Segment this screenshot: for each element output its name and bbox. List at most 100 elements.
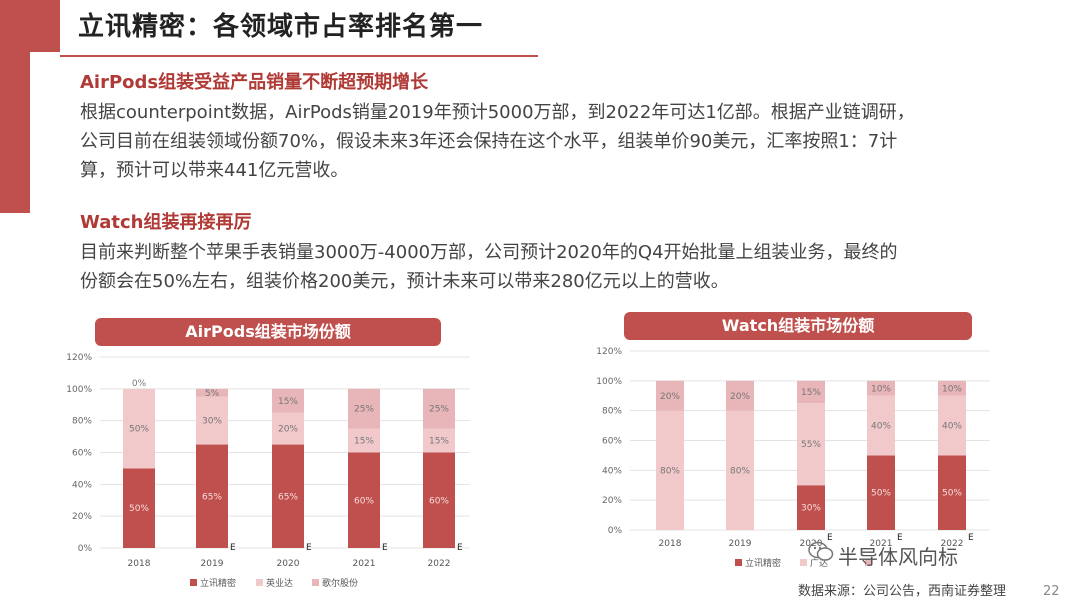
page-number: 22 [1043, 584, 1060, 599]
chart2-legend-swatch [800, 559, 807, 566]
chart2-bar-1 [867, 455, 895, 530]
chart2-ytick-label: 80% [602, 407, 622, 417]
chart2-bar-3 [867, 380, 895, 396]
chart2-data-label: 10% [942, 384, 962, 394]
chart1-data-label: 25% [354, 405, 374, 415]
chart1-estimate-marker: E [230, 543, 236, 553]
chart1-category-label: 2020 [277, 559, 300, 569]
chart1-bar-2 [272, 412, 304, 445]
chart2-legend-swatch [735, 559, 742, 566]
chart1-data-label: 15% [429, 437, 449, 447]
chart2-bar-1 [797, 485, 825, 530]
chart2-data-label: 20% [660, 392, 680, 402]
chart1-data-label: 60% [354, 496, 374, 506]
chart1-ytick-label: 80% [72, 417, 92, 427]
chart2-ytick-label: 120% [596, 347, 622, 357]
chart2-data-label: 40% [942, 422, 962, 432]
chart2-legend-label: 立讯精密 [745, 557, 781, 569]
chart1-legend-label: 歌尔股份 [322, 577, 358, 589]
chart1-data-label: 20% [278, 425, 298, 435]
chart2-bar-3 [726, 380, 754, 411]
chart2-estimate-marker: E [827, 533, 833, 543]
chart1-category-label: 2022 [428, 559, 451, 569]
section1-line: 根据counterpoint数据，AirPods销量2019年预计5000万部，… [80, 102, 915, 123]
section2-heading: Watch组装再接再厉 [80, 212, 252, 233]
chart1-title: AirPods组装市场份额 [95, 318, 441, 346]
chart2-ytick-label: 100% [596, 377, 622, 387]
chart2-data-label: 50% [942, 489, 962, 499]
chart1-estimate-marker: E [306, 543, 312, 553]
chart2-data-label: 30% [801, 504, 821, 514]
chart1-legend-swatch [312, 579, 319, 586]
chart1-data-label: 15% [278, 397, 298, 407]
chart1-ytick-label: 40% [72, 480, 92, 490]
chart2-data-label: 50% [871, 489, 891, 499]
chart1-bar-1 [272, 444, 304, 548]
chart2-data-label: 40% [871, 422, 891, 432]
chart1-bar-2 [196, 396, 228, 445]
chart1-bar-3 [423, 388, 455, 429]
chart1-ytick-label: 20% [72, 512, 92, 522]
chart2-bar-3 [797, 380, 825, 404]
chart1-data-label: 60% [429, 496, 449, 506]
chart1-data-label: 15% [354, 437, 374, 447]
chart1-category-label: 2018 [128, 559, 151, 569]
chart1-bar-3 [272, 388, 304, 413]
chart2-bar-1 [938, 455, 966, 530]
chart2-estimate-marker: E [897, 533, 903, 543]
chart1-ytick-label: 100% [66, 385, 92, 395]
chart1-data-label: 25% [429, 405, 449, 415]
chart2-title: Watch组装市场份额 [624, 312, 972, 340]
chart2-category-label: 2019 [729, 539, 752, 549]
chart1-legend-swatch [256, 579, 263, 586]
chart1-ytick-label: 0% [78, 544, 93, 554]
chart2-legend-swatch [865, 559, 872, 566]
chart2-bar-2 [797, 403, 825, 486]
chart2-data-label: 80% [660, 466, 680, 476]
chart1-bar-2 [348, 428, 380, 453]
chart2-category-label: 2018 [659, 539, 682, 549]
chart1-bar-1 [196, 444, 228, 548]
chart2-ytick-label: 40% [602, 466, 622, 476]
chart1-estimate-marker: E [382, 543, 388, 553]
section1-line: 算，预计可以带来441亿元营收。 [80, 160, 349, 181]
chart2-bar-3 [938, 380, 966, 396]
chart1-bar-3 [196, 388, 228, 397]
section1-heading: AirPods组装受益产品销量不断超预期增长 [80, 72, 429, 93]
chart2-category-label: 2021 [870, 539, 893, 549]
chart1-ytick-label: 120% [66, 353, 92, 363]
chart2-ytick-label: 60% [602, 437, 622, 447]
chart1-data-label: 50% [129, 504, 149, 514]
chart2-data-label: 10% [871, 384, 891, 394]
left-accent-bar [0, 0, 30, 213]
chart1-bar-1 [423, 452, 455, 548]
section2-body: 目前来判断整个苹果手表销量3000万-4000万部，公司预计2020年的Q4开始… [80, 238, 1020, 296]
chart2-bar-2 [656, 410, 684, 530]
chart1-data-label: 65% [278, 492, 298, 502]
chart2-data-label: 15% [801, 388, 821, 398]
wechat-icon [808, 541, 834, 561]
chart2-data-label: 20% [730, 392, 750, 402]
chart2-category-label: 2020 [800, 539, 823, 549]
chart2-estimate-marker: E [968, 533, 974, 543]
chart1-legend-label: 英业达 [266, 577, 293, 589]
chart2-ytick-label: 0% [608, 526, 623, 536]
chart2-data-label: 80% [730, 466, 750, 476]
title-underline [60, 55, 538, 57]
chart1-legend-swatch [190, 579, 197, 586]
watermark: 半导体风向标 [838, 545, 958, 569]
chart1-data-label: 30% [202, 417, 222, 427]
chart1-bar-2 [423, 428, 455, 453]
chart1-data-label: 5% [205, 389, 220, 399]
chart1-bar-3 [348, 388, 380, 429]
chart1-ytick-label: 60% [72, 449, 92, 459]
chart1-category-label: 2021 [353, 559, 376, 569]
chart2-bar-2 [867, 395, 895, 456]
chart1-bar-1 [348, 452, 380, 548]
chart1-bar-2 [123, 388, 155, 469]
chart2-data-label: 55% [801, 440, 821, 450]
source-note: 数据来源：公司公告，西南证券整理 [798, 584, 1007, 599]
chart1-data-label: 50% [129, 425, 149, 435]
chart1-estimate-marker: E [457, 543, 463, 553]
